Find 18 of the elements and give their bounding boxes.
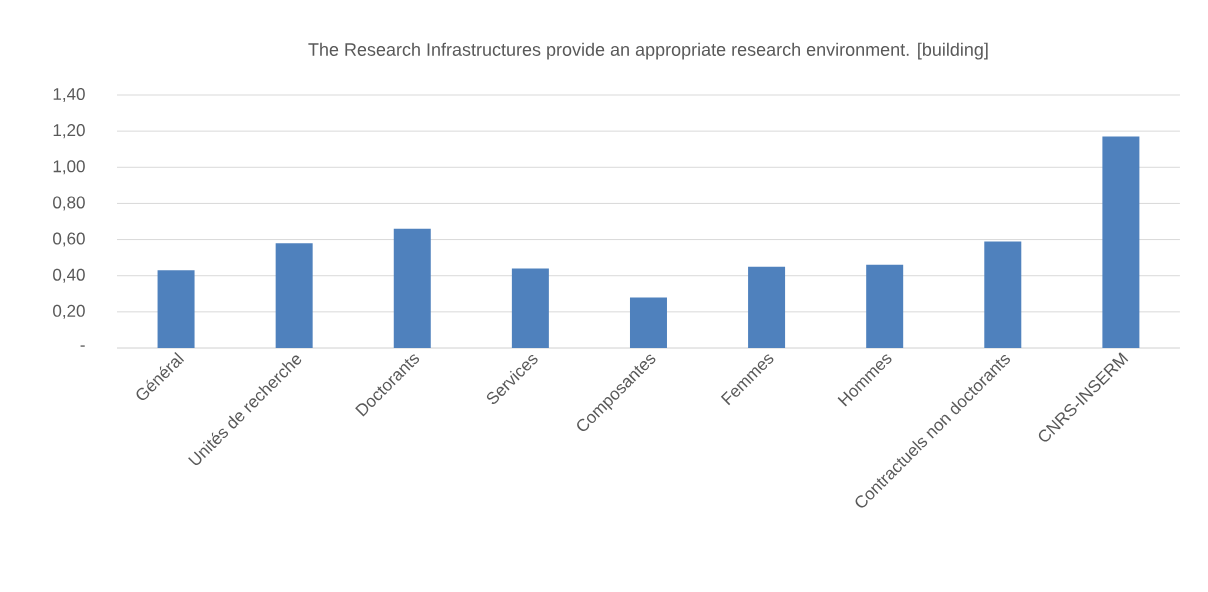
y-tick-label: 0,60 [53, 232, 85, 247]
bar [275, 243, 313, 348]
y-tick-label: 1,00 [53, 160, 85, 175]
bar [393, 228, 431, 348]
y-tick-label: 1,40 [53, 87, 85, 103]
chart-title: The Research Infrastructures provide an appropriate research environment. [building] [308, 42, 988, 60]
y-tick-label: 0,20 [53, 304, 85, 319]
y-tick-label: 0,40 [53, 268, 85, 283]
bar [511, 268, 549, 348]
y-tick-label: 1,20 [53, 124, 85, 139]
bar [1102, 136, 1140, 348]
y-tick-label: - [80, 345, 85, 347]
bar [866, 264, 904, 348]
y-tick-label: 0,80 [53, 196, 85, 211]
bar [157, 270, 195, 348]
bar [984, 241, 1022, 348]
bar [748, 266, 786, 348]
bar [629, 297, 667, 348]
